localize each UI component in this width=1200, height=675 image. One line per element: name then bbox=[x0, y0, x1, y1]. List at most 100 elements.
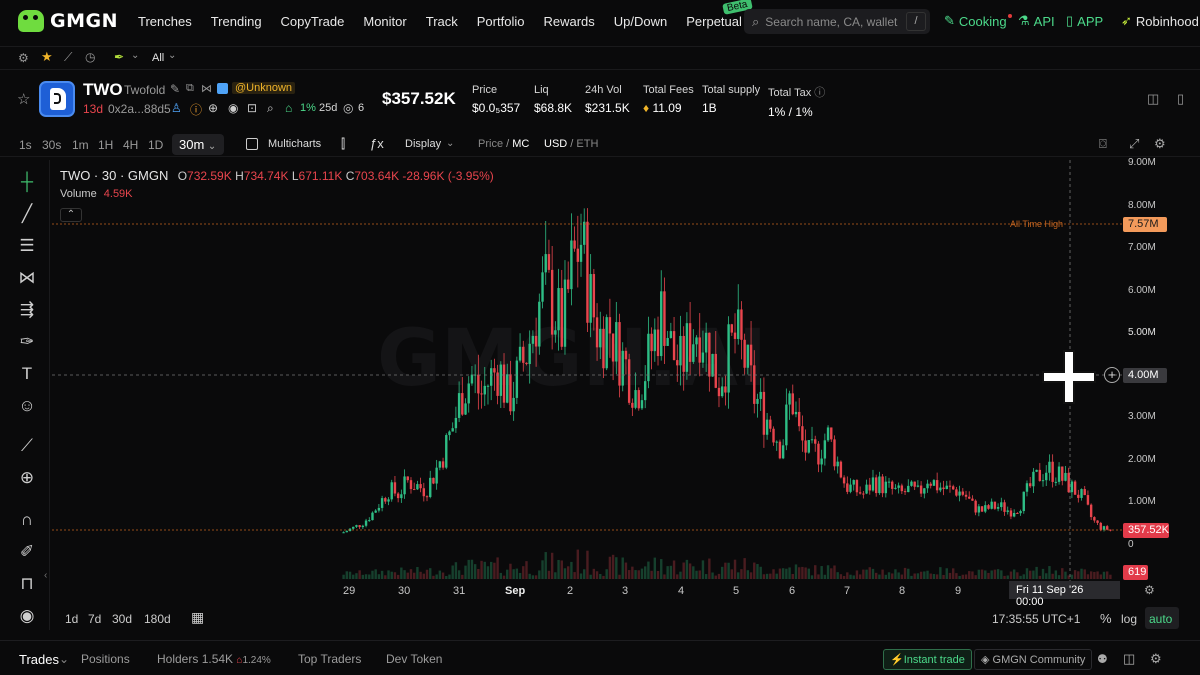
nav-portfolio[interactable]: Portfolio bbox=[476, 13, 525, 29]
help-icon[interactable]: ⓘ bbox=[814, 87, 826, 99]
tab-holders[interactable]: Holders 1.54K ⌂1.24% bbox=[157, 652, 271, 666]
search-input[interactable]: ⌕ Search name, CA, wallet / bbox=[744, 9, 930, 34]
token-avatar[interactable] bbox=[39, 81, 75, 117]
collapse-toolbar-icon[interactable]: ‹ bbox=[44, 570, 48, 581]
nav-perpetual[interactable]: Perpetual Beta bbox=[686, 0, 753, 29]
search-token-icon[interactable]: ⌕ bbox=[267, 101, 274, 115]
trades-chevron-icon[interactable]: ⌄ bbox=[59, 652, 70, 666]
nav-trenches[interactable]: Trenches bbox=[138, 13, 192, 29]
nav-rewards[interactable]: Rewards bbox=[543, 13, 595, 29]
crosshair-icon[interactable]: ┼ bbox=[20, 172, 34, 191]
pattern-icon[interactable]: ⋈ bbox=[18, 268, 36, 287]
all-chevron-icon[interactable]: ⌄ bbox=[168, 50, 177, 61]
calendar-icon[interactable]: ▦ bbox=[191, 609, 205, 625]
interval-1d[interactable]: 1D bbox=[148, 138, 164, 152]
fib-icon[interactable]: ☰ bbox=[19, 236, 35, 255]
favorite-star-icon[interactable]: ☆ bbox=[17, 91, 31, 108]
interval-selector[interactable]: 30m ⌄ bbox=[172, 134, 224, 155]
lock-icon[interactable]: ⊓ bbox=[20, 574, 34, 593]
utc-clock[interactable]: 17:35:55 UTC+1 bbox=[992, 612, 1081, 626]
zoom-icon[interactable]: ⊕ bbox=[19, 468, 35, 487]
display-chevron-icon[interactable]: ⌄ bbox=[446, 138, 455, 149]
user-icon[interactable]: ♙ bbox=[171, 101, 182, 115]
currency-toggle[interactable]: USD / ETH bbox=[544, 138, 599, 150]
ruler-icon[interactable]: ⟋ bbox=[21, 436, 33, 455]
y-tick: 6.00M bbox=[1128, 285, 1156, 296]
layout-icon[interactable]: ▯ bbox=[1177, 91, 1185, 106]
tabs-settings-icon[interactable]: ⚙ bbox=[1150, 651, 1162, 666]
tab-positions[interactable]: Positions bbox=[81, 652, 130, 666]
range-7d[interactable]: 7d bbox=[88, 612, 102, 626]
tab-trades[interactable]: Trades bbox=[19, 652, 59, 667]
volume-bar bbox=[679, 571, 682, 579]
fullscreen-icon[interactable]: ⤢ bbox=[1129, 136, 1140, 151]
add-alert-icon[interactable]: + bbox=[1104, 367, 1120, 383]
interval-30s[interactable]: 30s bbox=[42, 138, 62, 152]
lock-drawing-icon[interactable]: ✐ bbox=[19, 542, 35, 561]
collapse-legend-icon[interactable]: ⌃ bbox=[60, 208, 82, 222]
log-scale-toggle[interactable]: log bbox=[1121, 612, 1138, 626]
compass-icon[interactable]: ◉ bbox=[228, 101, 239, 115]
brush-icon[interactable]: ✑ bbox=[19, 332, 35, 351]
interval-4h[interactable]: 4H bbox=[123, 138, 139, 152]
chart-settings-icon[interactable]: ⚙ bbox=[1154, 136, 1166, 151]
chevron-down-icon[interactable]: ⌄ bbox=[131, 50, 140, 61]
chart-axis-settings-icon[interactable]: ⚙ bbox=[1144, 583, 1155, 597]
contract-address[interactable]: 0x2a...88d5 bbox=[108, 102, 171, 116]
warning-icon[interactable]: ⓘ bbox=[190, 103, 203, 117]
nav-monitor[interactable]: Monitor bbox=[363, 13, 407, 29]
split-view-icon[interactable]: ◫ bbox=[1123, 651, 1136, 666]
interval-1s[interactable]: 1s bbox=[19, 138, 32, 152]
nav-copytrade[interactable]: CopyTrade bbox=[280, 13, 345, 29]
nav-updown[interactable]: Up/Down bbox=[613, 13, 668, 29]
nav-track[interactable]: Track bbox=[425, 13, 458, 29]
tab-dev-token[interactable]: Dev Token bbox=[386, 652, 443, 666]
range-180d[interactable]: 180d bbox=[144, 612, 171, 626]
multicharts-checkbox[interactable] bbox=[246, 138, 258, 150]
indicators-icon[interactable]: ƒx bbox=[370, 136, 384, 151]
volume-bar bbox=[1073, 570, 1077, 579]
cooking-link[interactable]: ✎ Cooking bbox=[944, 13, 1012, 29]
display-menu[interactable]: Display bbox=[405, 138, 442, 150]
candle-body bbox=[1028, 483, 1032, 487]
auto-scale-toggle[interactable]: auto bbox=[1145, 607, 1179, 629]
copy-icon[interactable]: ⧉ bbox=[186, 82, 194, 94]
price-chart[interactable]: GMGN.AI bbox=[52, 160, 1167, 585]
all-filter[interactable]: All bbox=[152, 52, 165, 64]
wallet-filter-icon[interactable]: ✒ bbox=[114, 50, 125, 64]
robinhood-link[interactable]: ➶ Robinhood bbox=[1121, 13, 1200, 29]
interval-1h[interactable]: 1H bbox=[98, 138, 114, 152]
app-link[interactable]: ▯ APP bbox=[1066, 13, 1103, 29]
logo[interactable]: GMGN bbox=[18, 10, 128, 32]
community-button[interactable]: ◈ GMGN Community bbox=[974, 649, 1093, 670]
instant-trade-button[interactable]: ⚡Instant trade bbox=[883, 649, 972, 670]
camera-icon[interactable]: ⌼ bbox=[1099, 136, 1107, 151]
text-icon[interactable]: T bbox=[21, 364, 33, 383]
star-icon[interactable]: ★ bbox=[41, 49, 53, 64]
globe-icon[interactable]: ⊕ bbox=[208, 101, 219, 115]
range-30d[interactable]: 30d bbox=[112, 612, 133, 626]
y-tick: 0 bbox=[1128, 539, 1134, 550]
nav-trending[interactable]: Trending bbox=[210, 13, 262, 29]
price-mc-toggle[interactable]: Price / MC bbox=[478, 138, 530, 150]
emoji-icon[interactable]: ☺ bbox=[18, 396, 36, 415]
volume-bar bbox=[364, 574, 368, 579]
edit-icon[interactable]: ✎ bbox=[170, 82, 181, 96]
range-1d[interactable]: 1d bbox=[65, 612, 79, 626]
chart-line-icon[interactable]: ⟋ bbox=[64, 50, 73, 64]
interval-1m[interactable]: 1m bbox=[72, 138, 89, 152]
magnet-icon[interactable]: ∩ bbox=[20, 510, 34, 529]
image-search-icon[interactable]: ⊡ bbox=[247, 101, 258, 115]
share-icon[interactable]: ⋈ bbox=[201, 83, 212, 95]
settings-icon[interactable]: ⚙ bbox=[18, 51, 29, 65]
tab-top-traders[interactable]: Top Traders bbox=[298, 652, 362, 666]
forecast-icon[interactable]: ⇶ bbox=[19, 300, 35, 319]
percent-scale-toggle[interactable]: % bbox=[1100, 611, 1112, 626]
api-link[interactable]: ⚗ API bbox=[1018, 13, 1055, 29]
bubbles-icon[interactable]: ⚉ bbox=[1097, 652, 1108, 666]
history-icon[interactable]: ◷ bbox=[85, 50, 96, 64]
panel-toggle-icon[interactable]: ◫ bbox=[1147, 91, 1160, 106]
trendline-icon[interactable]: ╱ bbox=[21, 204, 33, 223]
candle-type-icon[interactable]: ⫿ bbox=[341, 136, 346, 151]
visibility-icon[interactable]: ◉ bbox=[19, 606, 35, 625]
